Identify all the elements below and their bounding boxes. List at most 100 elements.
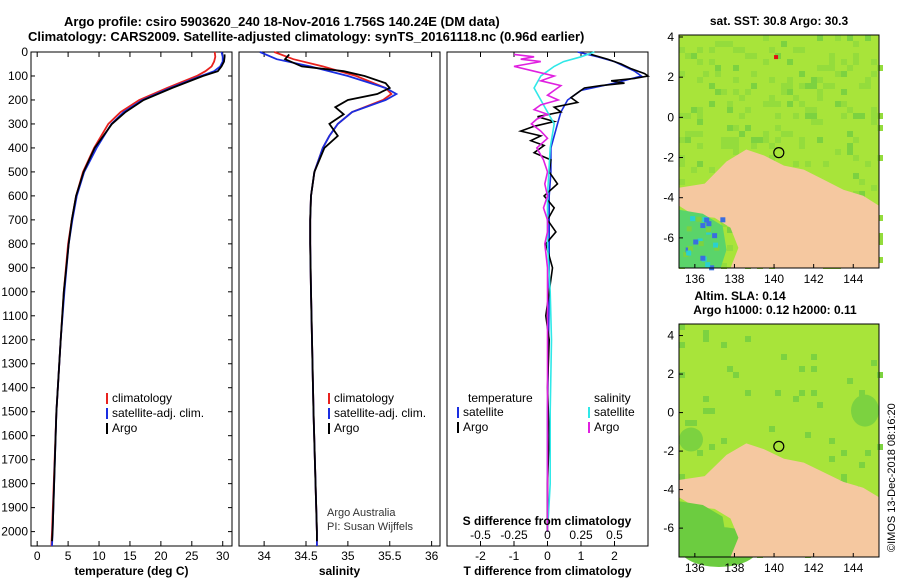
sea-cell xyxy=(871,119,877,125)
sea-cell xyxy=(841,113,847,119)
x-tick-label-temperature: 5 xyxy=(65,549,72,563)
y-tick-label-depth: 1300 xyxy=(1,357,28,371)
sea-cell xyxy=(727,137,733,143)
sea-cell xyxy=(697,119,703,125)
map-sst-map xyxy=(678,34,883,271)
sea-cell xyxy=(739,113,745,119)
sea-cell xyxy=(853,59,859,65)
sea-cell xyxy=(799,390,805,396)
sea-cell xyxy=(811,77,817,83)
sea-cell xyxy=(703,71,709,77)
sea-cell xyxy=(781,41,787,47)
sea-cell xyxy=(793,113,799,119)
sea-cell xyxy=(823,83,829,89)
sea-cell xyxy=(835,149,841,155)
sea-cell xyxy=(871,185,877,191)
coastal-cell xyxy=(697,238,703,244)
sea-cell xyxy=(859,390,865,396)
sea-cell xyxy=(877,65,883,71)
legend-label-diff-salinity: satellite xyxy=(594,405,635,419)
y-tick-label-depth: 600 xyxy=(8,189,28,203)
map-x-tick-label: 138 xyxy=(724,561,744,575)
sea-cell xyxy=(691,167,697,173)
sea-cell xyxy=(877,155,883,161)
sea-cell xyxy=(781,354,787,360)
sea-cell xyxy=(733,77,739,83)
sea-cell xyxy=(727,366,733,372)
map-frame xyxy=(678,323,880,558)
y-tick-label-depth: 500 xyxy=(8,165,28,179)
sea-cell xyxy=(775,113,781,119)
sea-cell xyxy=(751,83,757,89)
secondary-tick-label: 0 xyxy=(544,528,551,542)
sea-cell xyxy=(799,47,805,53)
sea-cell xyxy=(841,89,847,95)
sea-cell xyxy=(769,143,775,149)
sea-cell xyxy=(763,137,769,143)
coastal-cell xyxy=(714,245,720,251)
map-x-tick-label: 142 xyxy=(804,272,824,286)
sea-cell xyxy=(697,450,703,456)
sea-cell xyxy=(829,83,835,89)
y-tick-label-depth: 100 xyxy=(8,69,28,83)
map-y-tick-label: 2 xyxy=(667,70,674,84)
coastal-cell xyxy=(705,262,711,268)
sea-cell xyxy=(721,342,727,348)
sea-cell xyxy=(775,125,781,131)
sea-cell xyxy=(865,35,871,41)
sea-cell xyxy=(727,125,733,131)
sea-cell xyxy=(691,107,697,113)
series-line-temperature-1 xyxy=(51,51,224,547)
x-tick-label-salinity: 34.5 xyxy=(294,549,318,563)
sea-cell xyxy=(799,366,805,372)
series-line-temperature-0 xyxy=(50,51,217,547)
sea-cell xyxy=(835,35,841,41)
sea-cell xyxy=(787,101,793,107)
sea-cell xyxy=(703,336,709,342)
sea-cell xyxy=(877,215,883,221)
sea-cell xyxy=(679,324,685,330)
y-tick-label-depth: 400 xyxy=(8,141,28,155)
secondary-tick-label: 0.5 xyxy=(606,528,623,542)
sea-cell xyxy=(709,101,715,107)
sea-cell xyxy=(763,35,769,41)
sea-cell xyxy=(847,35,853,41)
sea-cell xyxy=(685,420,691,426)
sea-cell xyxy=(769,47,775,53)
x-tick-label-salinity: 36 xyxy=(425,549,439,563)
sea-cell xyxy=(721,438,727,444)
sea-cell xyxy=(739,131,745,137)
sla-map-subtitle: Argo h1000: 0.12 h2000: 0.11 xyxy=(693,303,857,317)
coastal-cell xyxy=(713,242,719,248)
sea-cell xyxy=(817,137,823,143)
map-x-tick-label: 136 xyxy=(685,561,705,575)
sea-cell xyxy=(841,59,847,65)
legend-label-salinity: satellite-adj. clim. xyxy=(334,406,426,420)
coastal-cell xyxy=(706,227,712,233)
sea-cell xyxy=(799,101,805,107)
y-tick-label-depth: 1100 xyxy=(2,309,28,323)
x-axis-label-temperature: temperature (deg C) xyxy=(74,564,188,578)
coastal-cell xyxy=(720,217,726,223)
sea-cell xyxy=(721,41,727,47)
sea-cell xyxy=(685,131,691,137)
sea-cell xyxy=(877,444,883,450)
legend-label-salinity: Argo xyxy=(334,421,360,435)
sea-cell xyxy=(733,372,739,378)
legend-label-diff-temperature: Argo xyxy=(463,420,489,434)
coastal-cell xyxy=(712,233,718,239)
sea-cell xyxy=(715,41,721,47)
sea-cell xyxy=(811,354,817,360)
x-tick-label-difference: 0 xyxy=(544,549,551,563)
sea-cell xyxy=(733,47,739,53)
sea-cell xyxy=(859,179,865,185)
sea-cell xyxy=(715,65,721,71)
sea-cell xyxy=(865,161,871,167)
y-tick-label-depth: 2000 xyxy=(1,525,28,539)
map-x-tick-label: 144 xyxy=(843,272,863,286)
sea-cell xyxy=(691,131,697,137)
sea-cell xyxy=(733,137,739,143)
sea-cell xyxy=(709,59,715,65)
sea-cell xyxy=(685,113,691,119)
